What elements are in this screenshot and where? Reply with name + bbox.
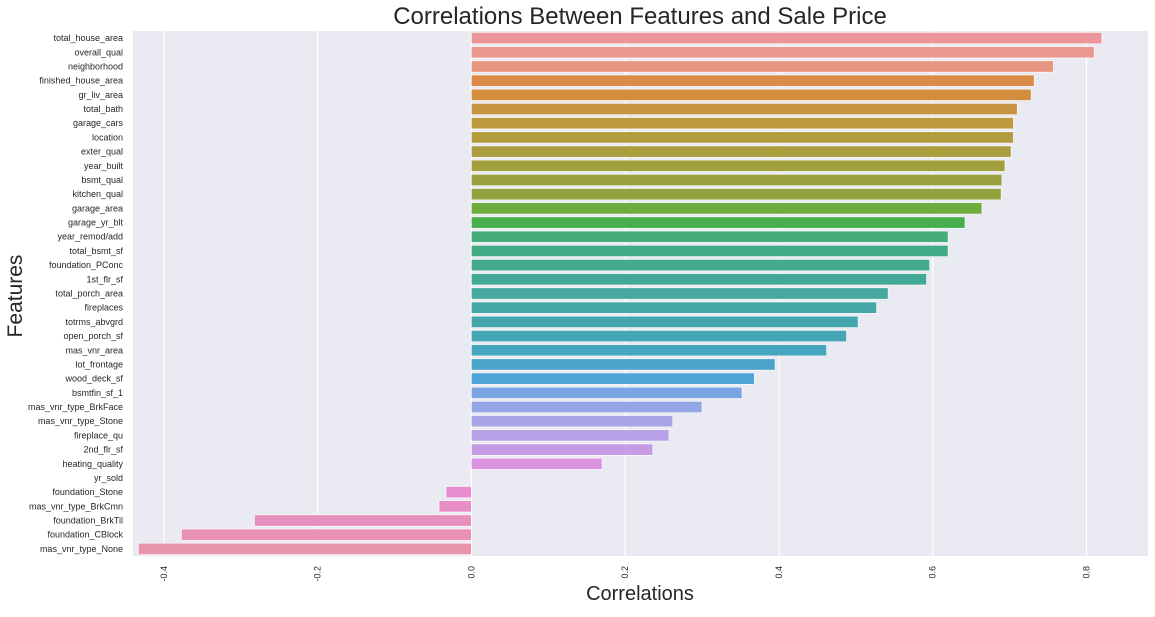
y-tick-label: mas_vnr_area bbox=[65, 345, 123, 355]
y-tick-label: heating_quality bbox=[62, 459, 123, 469]
x-tick-label: -0.4 bbox=[159, 566, 169, 582]
bar bbox=[138, 542, 472, 555]
bar bbox=[445, 486, 472, 499]
bar bbox=[471, 74, 1035, 87]
x-axis-label: Correlations bbox=[586, 583, 694, 605]
bar bbox=[438, 500, 472, 513]
bar bbox=[471, 301, 877, 314]
y-tick-label: mas_vnr_type_None bbox=[40, 544, 123, 554]
bar bbox=[471, 103, 1018, 116]
x-tick-label: 0.8 bbox=[1081, 566, 1091, 579]
y-tick-label: bsmt_qual bbox=[81, 175, 123, 185]
bar bbox=[471, 145, 1012, 158]
y-tick-label: fireplace_qu bbox=[74, 430, 123, 440]
y-tick-label: gr_liv_area bbox=[78, 90, 123, 100]
y-tick-label: total_bath bbox=[83, 104, 123, 114]
y-tick-label: neighborhood bbox=[68, 61, 123, 71]
y-tick-label: mas_vnr_type_BrkFace bbox=[28, 402, 123, 412]
x-tick-label: 0.4 bbox=[774, 566, 784, 579]
y-tick-label: fireplaces bbox=[84, 303, 123, 313]
y-tick-label: wood_deck_sf bbox=[64, 374, 123, 384]
y-tick-label: total_bsmt_sf bbox=[69, 246, 123, 256]
bar bbox=[471, 429, 670, 442]
bar bbox=[471, 244, 949, 257]
y-tick-label: 1st_flr_sf bbox=[86, 274, 123, 284]
bar bbox=[254, 514, 472, 527]
y-tick-label: exter_qual bbox=[81, 147, 123, 157]
y-tick-label: foundation_CBlock bbox=[47, 530, 123, 540]
bar bbox=[471, 32, 1103, 45]
bar bbox=[471, 188, 1002, 201]
bar bbox=[471, 358, 776, 371]
x-tick-label: -0.2 bbox=[313, 566, 323, 582]
bar bbox=[471, 60, 1054, 73]
y-tick-label: overall_qual bbox=[74, 47, 123, 57]
bar bbox=[471, 230, 949, 243]
y-tick-label: year_remod/add bbox=[57, 232, 123, 242]
bar bbox=[471, 88, 1032, 101]
y-axis-label: Features bbox=[4, 255, 27, 338]
bar bbox=[471, 216, 966, 229]
bar bbox=[471, 315, 859, 328]
y-tick-label: foundation_Stone bbox=[52, 487, 123, 497]
y-tick-label: mas_vnr_type_BrkCmn bbox=[29, 501, 123, 511]
y-tick-label: kitchen_qual bbox=[72, 189, 123, 199]
bar bbox=[471, 131, 1014, 144]
y-tick-label: totrms_abvgrd bbox=[65, 317, 123, 327]
bar bbox=[471, 117, 1014, 130]
y-tick-label: open_porch_sf bbox=[63, 331, 123, 341]
bar bbox=[471, 174, 1003, 186]
x-tick-label: 0.2 bbox=[620, 566, 630, 579]
bar bbox=[471, 443, 654, 456]
bar bbox=[471, 386, 743, 399]
x-tick-label: 0.0 bbox=[466, 566, 476, 579]
y-tick-label: garage_yr_blt bbox=[68, 218, 124, 228]
bar bbox=[471, 415, 674, 428]
bar bbox=[471, 401, 703, 413]
y-tick-label: yr_sold bbox=[94, 473, 123, 483]
y-tick-label: total_porch_area bbox=[55, 289, 123, 299]
y-tick-label: year_built bbox=[84, 161, 124, 171]
bar bbox=[471, 330, 847, 343]
bar bbox=[471, 273, 927, 286]
y-tick-label: lot_frontage bbox=[75, 359, 123, 369]
y-tick-label: 2nd_flr_sf bbox=[83, 445, 123, 455]
y-tick-label: mas_vnr_type_Stone bbox=[38, 416, 123, 426]
y-tick-label: total_house_area bbox=[53, 33, 123, 43]
bar bbox=[181, 528, 472, 541]
y-tick-label: location bbox=[92, 132, 123, 142]
y-tick-label: foundation_PConc bbox=[49, 260, 124, 270]
y-tick-label: foundation_BrkTil bbox=[53, 516, 123, 526]
bar bbox=[471, 46, 1095, 59]
x-tick-label: 0.6 bbox=[928, 566, 938, 579]
y-tick-label: garage_area bbox=[72, 203, 123, 213]
bar bbox=[471, 159, 1006, 172]
y-tick-label: garage_cars bbox=[73, 118, 124, 128]
y-tick-label: finished_house_area bbox=[39, 76, 123, 86]
bar bbox=[471, 259, 930, 272]
bar bbox=[471, 372, 755, 385]
bar bbox=[471, 202, 983, 215]
bar bbox=[471, 344, 827, 357]
y-tick-label: bsmtfin_sf_1 bbox=[72, 388, 123, 398]
chart-title: Correlations Between Features and Sale P… bbox=[393, 3, 887, 30]
bar bbox=[471, 287, 889, 300]
bar bbox=[471, 457, 603, 470]
